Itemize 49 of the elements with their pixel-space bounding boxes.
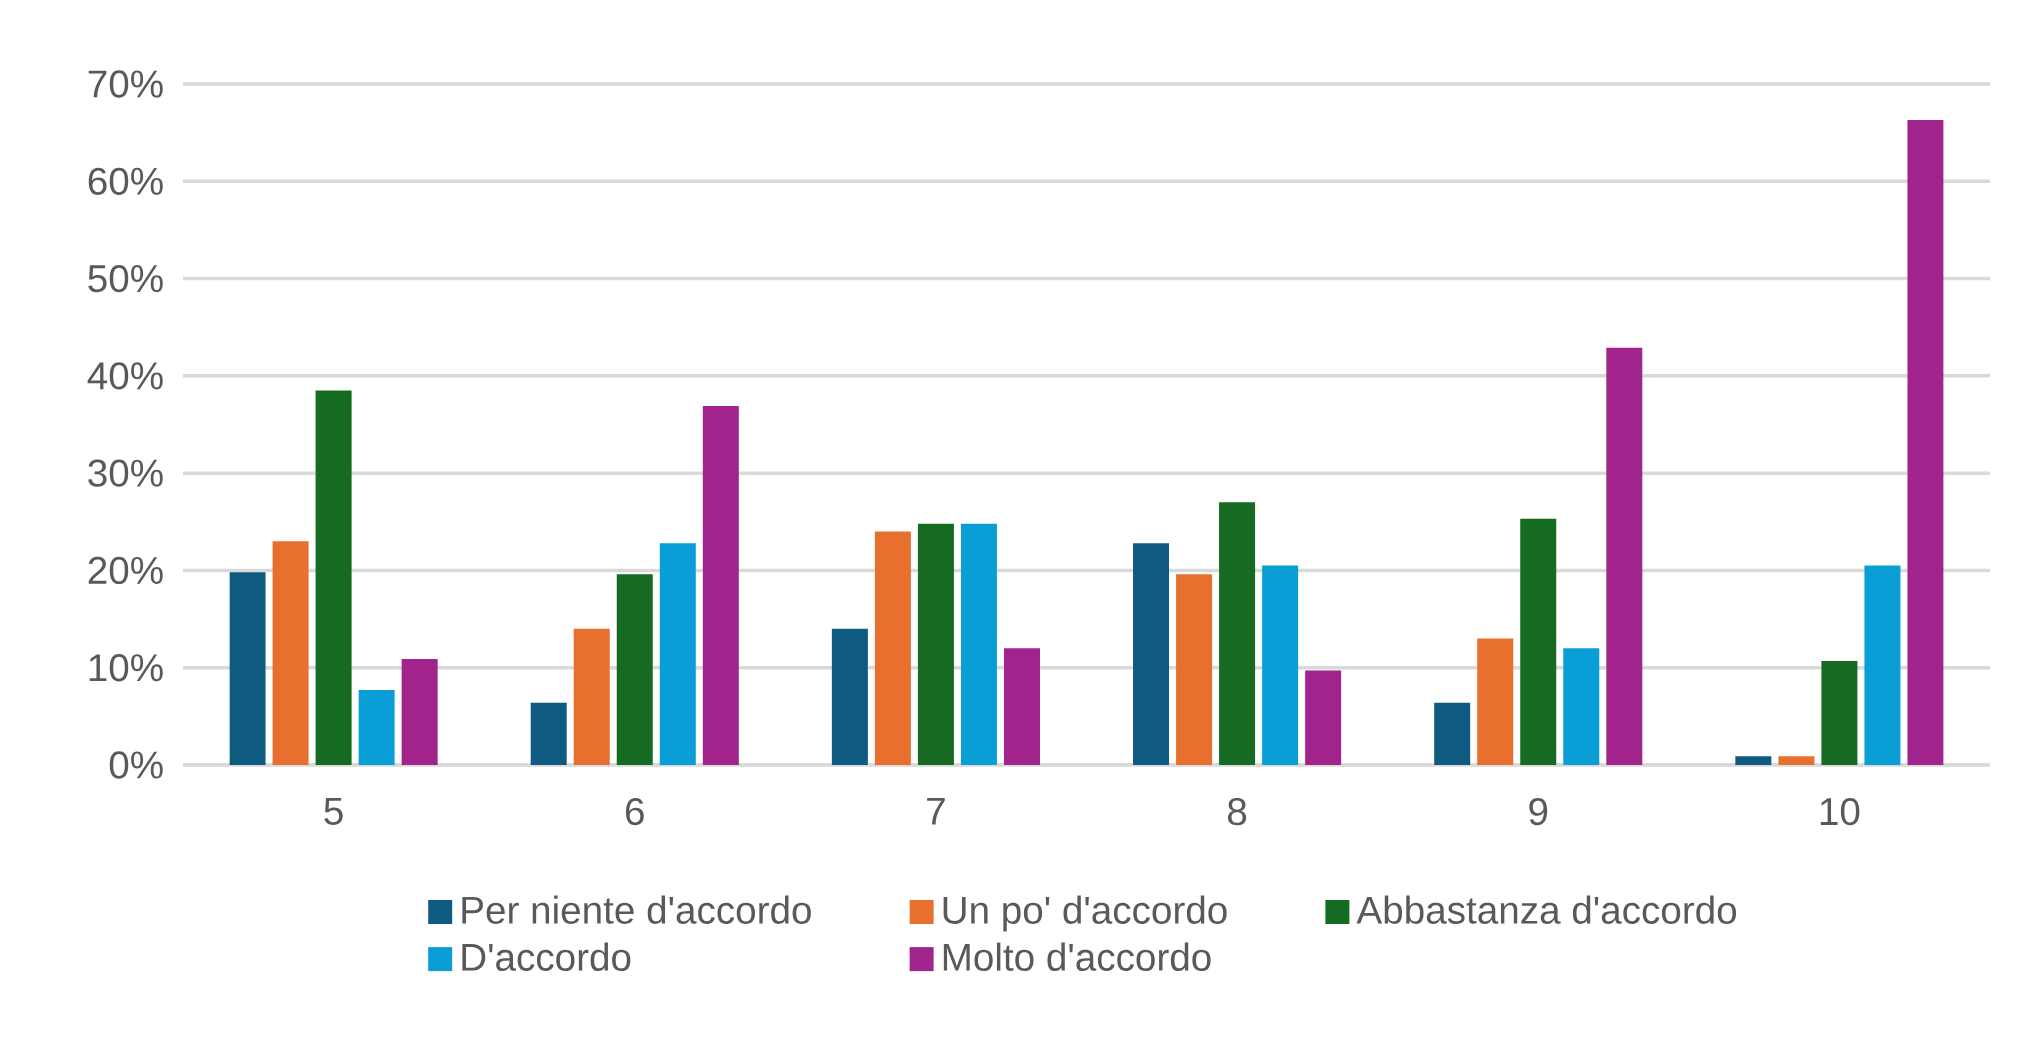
bar [1821, 660, 1858, 765]
bar [358, 690, 395, 765]
y-tick-label: 0% [109, 751, 163, 779]
bar [1219, 502, 1256, 765]
bar [1133, 543, 1170, 765]
bar [315, 390, 352, 765]
x-tick-label: 5 [324, 797, 343, 825]
bar [1262, 565, 1299, 765]
bar [1305, 670, 1342, 765]
x-tick-label: 8 [1227, 797, 1247, 826]
bar [229, 572, 266, 765]
bar [1434, 702, 1471, 765]
bar [1864, 565, 1901, 765]
bar [1907, 120, 1944, 765]
bar [1606, 347, 1643, 765]
y-tick-label: 30% [88, 459, 163, 487]
bar [530, 702, 567, 765]
legend-label: Un po' d'accordo [943, 895, 1227, 932]
bar [1563, 648, 1600, 765]
bar [960, 523, 997, 765]
bar [1003, 648, 1040, 765]
y-tick-label: 40% [87, 362, 163, 390]
bar [1778, 756, 1815, 765]
x-tick-label: 10 [1820, 797, 1860, 826]
bar [1520, 518, 1557, 765]
bar [917, 523, 954, 765]
bar [401, 658, 438, 765]
y-tick-label: 50% [88, 264, 163, 293]
bar [616, 574, 653, 765]
bar [702, 406, 739, 765]
bar [1176, 574, 1213, 765]
bar [573, 628, 610, 765]
legend-label: Per niente d'accordo [462, 895, 811, 924]
bar [1477, 638, 1514, 765]
legend-label: D'accordo [462, 942, 631, 971]
y-tick-label: 10% [89, 654, 163, 682]
legend-label: Molto d'accordo [943, 942, 1211, 971]
bar [831, 628, 868, 765]
y-tick-label: 70% [88, 70, 163, 98]
bar [272, 541, 309, 765]
y-tick-label: 60% [88, 167, 163, 195]
x-tick-label: 6 [625, 797, 644, 826]
x-tick-label: 7 [927, 797, 945, 825]
bar [874, 531, 911, 765]
y-tick-label: 20% [88, 556, 163, 585]
bar [1735, 756, 1772, 765]
legend-label: Abbastanza d'accordo [1356, 895, 1737, 924]
bar [659, 543, 696, 765]
x-tick-label: 9 [1529, 797, 1548, 826]
